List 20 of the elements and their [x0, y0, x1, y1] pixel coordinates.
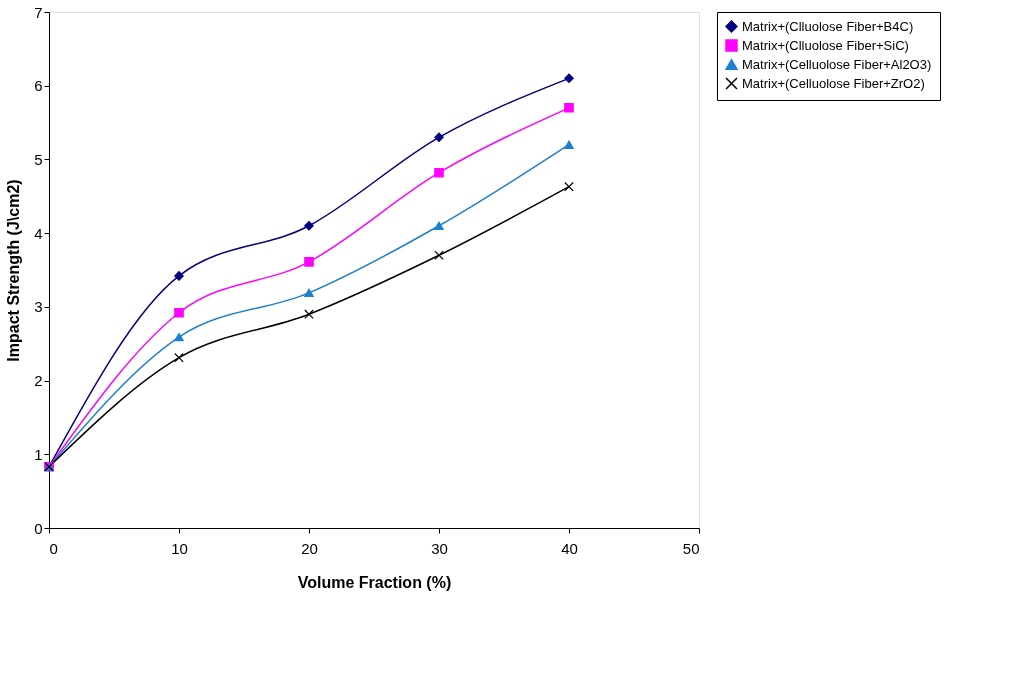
x-tick-label: 0 [49, 539, 58, 557]
y-tick-label: 3 [34, 298, 43, 316]
legend-label: Matrix+(Celluolose Fiber+Al2O3) [742, 56, 932, 72]
y-axis-title: Impact Strength (J\cm2) [5, 179, 23, 362]
y-tick-label: 6 [34, 77, 43, 95]
x-tick-label: 10 [171, 539, 188, 557]
legend-label: Matrix+(Clluolose Fiber+B4C) [742, 18, 914, 34]
x-tick-label: 50 [682, 539, 700, 557]
x-tick-label: 40 [561, 539, 578, 557]
legend-label: Matrix+(Clluolose Fiber+SiC) [742, 37, 909, 53]
y-tick-label: 7 [34, 3, 43, 21]
x-axis-title: Volume Fraction (%) [297, 573, 452, 591]
y-tick-label: 2 [34, 372, 43, 390]
y-tick-label: 5 [34, 150, 43, 168]
y-tick-label: 0 [34, 519, 43, 537]
y-tick-label: 1 [34, 445, 43, 463]
x-tick-label: 30 [431, 539, 448, 557]
x-tick-label: 20 [301, 539, 318, 557]
y-tick-label: 4 [34, 224, 43, 242]
legend-label: Matrix+(Celluolose Fiber+ZrO2) [742, 75, 925, 91]
